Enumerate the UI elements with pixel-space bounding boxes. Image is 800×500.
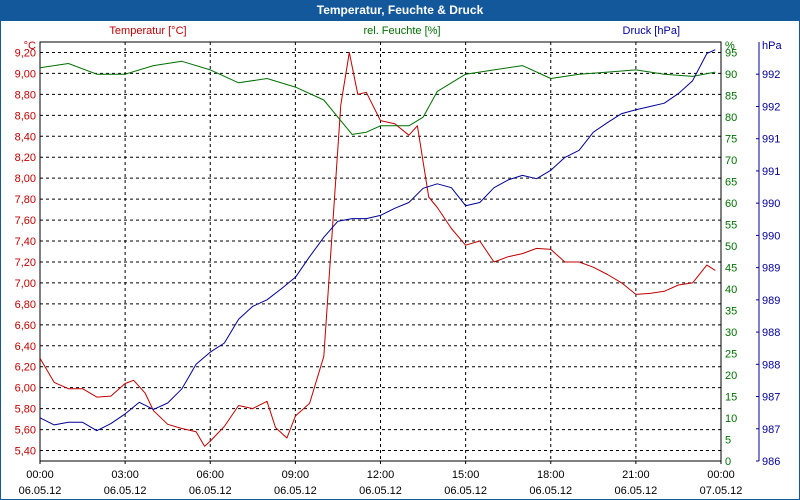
humidity-tick-label: 25 — [725, 349, 737, 361]
pressure-tick-label: 989 — [762, 295, 780, 307]
pressure-axis-title: Druck [hPa] — [623, 25, 680, 37]
pressure-tick-label: 988 — [762, 327, 780, 339]
humidity-tick-label: 30 — [725, 327, 737, 339]
humidity-tick-label: 20 — [725, 370, 737, 382]
x-tick-label-date: 06.05.12 — [19, 485, 62, 497]
temperature-axis-title: Temperatur [°C] — [109, 25, 186, 37]
x-tick-label-date: 06.05.12 — [189, 485, 232, 497]
pressure-tick-label: 986 — [762, 456, 780, 468]
x-tick-label-date: 06.05.12 — [104, 485, 147, 497]
x-tick-label-date: 06.05.12 — [274, 485, 317, 497]
humidity-tick-label: 90 — [725, 69, 737, 81]
temperature-tick-label: 8,60 — [15, 110, 36, 122]
x-tick-label-time: 00:00 — [26, 469, 54, 481]
temperature-tick-label: 9,00 — [15, 68, 36, 80]
temperature-tick-label: 6,00 — [15, 383, 36, 395]
humidity-tick-label: 35 — [725, 306, 737, 318]
pressure-unit: hPa — [762, 40, 782, 52]
temperature-tick-label: 8,40 — [15, 131, 36, 143]
x-tick-label-time: 06:00 — [196, 469, 224, 481]
x-tick-label-time: 18:00 — [537, 469, 565, 481]
x-tick-label-time: 15:00 — [452, 469, 480, 481]
temperature-tick-label: 8,20 — [15, 152, 36, 164]
temperature-tick-label: 7,00 — [15, 278, 36, 290]
pressure-tick-label: 992 — [762, 101, 780, 113]
x-tick-label-date: 06.05.12 — [444, 485, 487, 497]
pressure-tick-label: 987 — [762, 424, 780, 436]
x-tick-label-date: 07.05.12 — [700, 485, 743, 497]
humidity-axis-title: rel. Feuchte [%] — [363, 25, 440, 37]
humidity-tick-label: 65 — [725, 177, 737, 189]
pressure-tick-label: 991 — [762, 134, 780, 146]
temperature-tick-label: 7,20 — [15, 257, 36, 269]
temperature-unit: °C — [24, 40, 36, 52]
x-tick-label-time: 09:00 — [282, 469, 310, 481]
window-title: Temperatur, Feuchte & Druck — [0, 0, 800, 20]
pressure-tick-label: 988 — [762, 359, 780, 371]
humidity-tick-label: 75 — [725, 134, 737, 146]
x-tick-label-time: 21:00 — [622, 469, 650, 481]
pressure-tick-label: 987 — [762, 392, 780, 404]
x-tick-label-time: 12:00 — [367, 469, 395, 481]
temperature-tick-label: 7,60 — [15, 215, 36, 227]
series-line-temperature — [39, 52, 716, 447]
pressure-tick-label: 990 — [762, 230, 780, 242]
humidity-tick-label: 0 — [725, 456, 731, 468]
temperature-tick-label: 7,80 — [15, 194, 36, 206]
humidity-tick-label: 50 — [725, 241, 737, 253]
temperature-tick-label: 5,80 — [15, 404, 36, 416]
humidity-tick-label: 80 — [725, 112, 737, 124]
humidity-tick-label: 10 — [725, 413, 737, 425]
temperature-tick-label: 8,80 — [15, 89, 36, 101]
temperature-tick-label: 7,40 — [15, 236, 36, 248]
humidity-tick-label: 85 — [725, 91, 737, 103]
humidity-tick-label: 70 — [725, 155, 737, 167]
series-line-humidity — [39, 60, 716, 135]
humidity-tick-label: 5 — [725, 435, 731, 447]
humidity-tick-label: 95 — [725, 48, 737, 60]
pressure-tick-label: 989 — [762, 263, 780, 275]
humidity-tick-label: 55 — [725, 220, 737, 232]
temperature-tick-label: 6,20 — [15, 362, 36, 374]
series-line-pressure — [39, 49, 716, 432]
x-tick-label-time: 00:00 — [707, 469, 735, 481]
humidity-tick-label: 15 — [725, 392, 737, 404]
x-tick-label-date: 06.05.12 — [614, 485, 657, 497]
temperature-tick-label: 6,80 — [15, 299, 36, 311]
temperature-tick-label: 9,20 — [15, 47, 36, 59]
pressure-tick-label: 990 — [762, 198, 780, 210]
humidity-tick-label: 45 — [725, 263, 737, 275]
humidity-tick-label: 60 — [725, 198, 737, 210]
temperature-tick-label: 5,60 — [15, 425, 36, 437]
x-tick-label-date: 06.05.12 — [359, 485, 402, 497]
pressure-tick-label: 991 — [762, 166, 780, 178]
temperature-tick-label: 6,40 — [15, 341, 36, 353]
humidity-tick-label: 40 — [725, 284, 737, 296]
temperature-tick-label: 5,40 — [15, 446, 36, 458]
temperature-tick-label: 8,00 — [15, 173, 36, 185]
pressure-tick-label: 992 — [762, 69, 780, 81]
x-tick-label-time: 03:00 — [111, 469, 139, 481]
humidity-unit: % — [725, 40, 735, 52]
x-tick-label-date: 06.05.12 — [529, 485, 572, 497]
temperature-tick-label: 6,60 — [15, 320, 36, 332]
